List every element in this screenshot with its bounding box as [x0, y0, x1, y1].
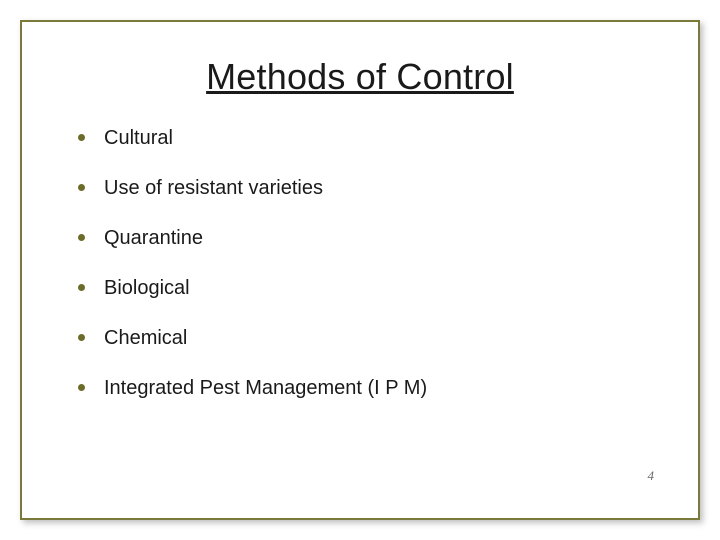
bullet-icon — [78, 134, 85, 141]
slide-title: Methods of Control — [22, 56, 698, 98]
content-frame: Methods of Control Cultural Use of resis… — [20, 20, 700, 520]
list-item: Integrated Pest Management (I P M) — [78, 376, 658, 400]
bullet-icon — [78, 284, 85, 291]
list-item-label: Integrated Pest Management (I P M) — [104, 377, 427, 399]
list-item: Biological — [78, 276, 658, 300]
list-item-label: Use of resistant varieties — [104, 177, 323, 199]
bullet-icon — [78, 334, 85, 341]
bullet-icon — [78, 234, 85, 241]
page-number: 4 — [648, 468, 655, 484]
bullet-icon — [78, 184, 85, 191]
list-item: Quarantine — [78, 226, 658, 250]
list-item: Cultural — [78, 126, 658, 150]
list-item: Use of resistant varieties — [78, 176, 658, 200]
bullet-list: Cultural Use of resistant varieties Quar… — [22, 126, 698, 400]
list-item: Chemical — [78, 326, 658, 350]
list-item-label: Biological — [104, 277, 190, 299]
list-item-label: Chemical — [104, 327, 187, 349]
list-item-label: Cultural — [104, 127, 173, 149]
list-item-label: Quarantine — [104, 227, 203, 249]
slide: Methods of Control Cultural Use of resis… — [0, 0, 720, 540]
bullet-icon — [78, 384, 85, 391]
